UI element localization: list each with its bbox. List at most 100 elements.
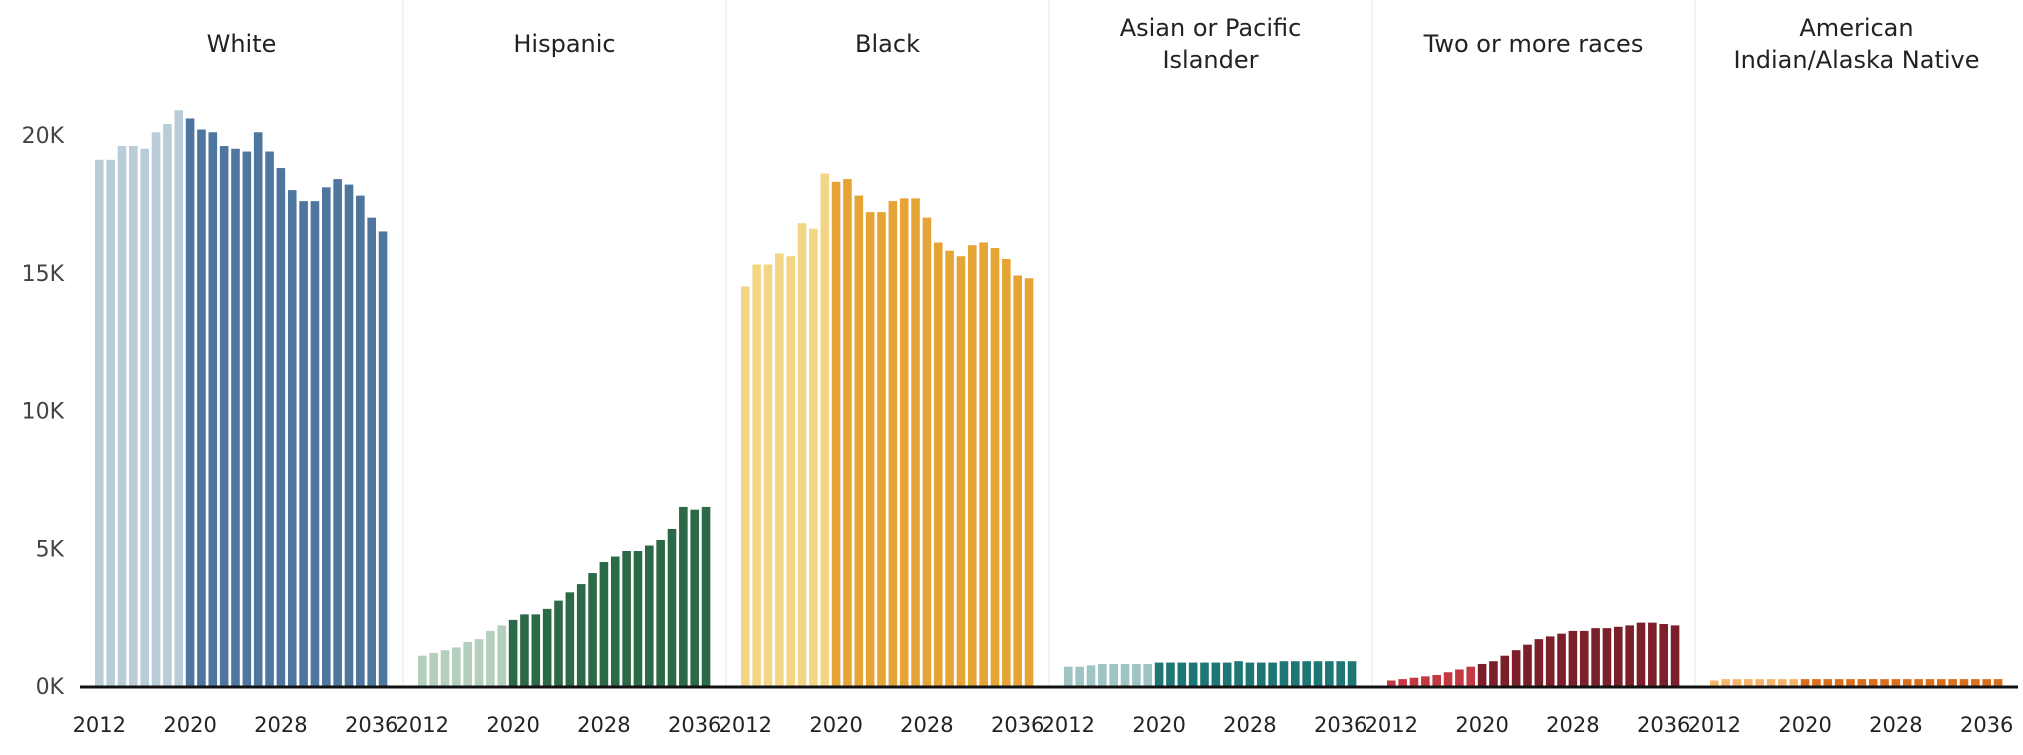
bar <box>1325 661 1334 687</box>
bar <box>1075 666 1084 687</box>
bar <box>843 179 852 686</box>
bar <box>1500 655 1510 687</box>
bar <box>1466 666 1476 687</box>
bar <box>645 545 654 686</box>
bar <box>1614 626 1623 686</box>
bar <box>1778 679 1787 686</box>
bar <box>367 217 376 686</box>
bar <box>667 528 677 686</box>
bar <box>554 600 563 687</box>
bar <box>1120 663 1130 686</box>
x-tick-label: 2020 <box>1778 713 1831 737</box>
bar <box>1648 622 1657 686</box>
bar <box>1982 679 1991 686</box>
bar <box>1443 672 1453 687</box>
bar <box>1937 679 1946 686</box>
bar <box>1511 650 1521 686</box>
bar <box>1098 663 1107 686</box>
x-tick-label: 2020 <box>809 713 862 737</box>
bar <box>968 245 977 686</box>
bar <box>1279 661 1289 687</box>
bar <box>151 132 161 686</box>
y-tick-label: 10K <box>22 400 65 425</box>
x-tick-label: 2012 <box>1365 713 1418 737</box>
bar <box>1086 665 1096 686</box>
y-tick-label: 20K <box>22 124 65 149</box>
bar <box>911 198 920 687</box>
bar <box>775 253 784 686</box>
x-tick-label: 2028 <box>254 713 307 737</box>
bar <box>1625 625 1634 686</box>
bar <box>1455 669 1464 686</box>
bar <box>1154 662 1164 686</box>
y-tick-label: 0K <box>36 675 65 700</box>
bar <box>1857 679 1867 686</box>
bar <box>831 181 841 686</box>
bar <box>1710 680 1719 686</box>
bar <box>1387 680 1396 686</box>
bar <box>1211 662 1221 686</box>
bar <box>1002 258 1011 686</box>
bar <box>1914 679 1923 686</box>
bar <box>1959 679 1969 686</box>
bar <box>95 159 104 687</box>
panel-title: Two or more races <box>1423 30 1644 58</box>
bar <box>1568 630 1578 686</box>
x-tick-label: 2012 <box>1042 713 1095 737</box>
bar <box>610 556 620 686</box>
bar <box>287 190 297 686</box>
bar <box>1523 644 1532 686</box>
panel-title: American <box>1799 14 1913 42</box>
bar <box>474 639 484 686</box>
x-tick-label: 2012 <box>73 713 126 737</box>
bar <box>933 242 943 686</box>
bar <box>299 201 308 686</box>
bar <box>1409 677 1419 687</box>
bar <box>588 573 597 686</box>
x-tick-label: 2036 <box>1314 713 1367 737</box>
bar <box>1347 661 1357 687</box>
bar <box>486 630 495 686</box>
y-tick-label: 5K <box>36 537 65 562</box>
bar <box>1755 679 1764 686</box>
bar <box>1971 679 1980 686</box>
bar <box>1721 679 1730 686</box>
bar <box>106 159 115 687</box>
bar <box>1636 622 1646 686</box>
bar <box>1591 628 1600 686</box>
x-tick-label: 2036 <box>1637 713 1690 737</box>
bar <box>310 201 320 686</box>
bar <box>117 146 127 686</box>
bar <box>1846 679 1855 686</box>
bar <box>1313 661 1323 687</box>
x-tick-label: 2020 <box>486 713 539 737</box>
bar <box>820 173 830 686</box>
bar <box>1245 662 1255 686</box>
bar <box>1109 663 1118 686</box>
bar <box>1800 679 1810 686</box>
bar <box>231 148 240 686</box>
x-tick-label: 2012 <box>719 713 772 737</box>
bar <box>440 650 450 686</box>
bar <box>1789 679 1799 686</box>
x-tick-label: 2028 <box>1546 713 1599 737</box>
bar <box>1143 663 1153 686</box>
bar <box>1291 661 1300 687</box>
bar <box>865 212 875 686</box>
bar <box>265 151 274 686</box>
bar <box>888 201 898 686</box>
bar <box>1064 666 1073 687</box>
bar <box>854 195 864 687</box>
bar <box>322 187 331 686</box>
x-tick-label: 2036 <box>991 713 1044 737</box>
bar <box>1670 625 1680 686</box>
bar <box>1744 679 1753 686</box>
bar <box>679 506 688 686</box>
x-tick-label: 2020 <box>1455 713 1508 737</box>
bar <box>899 198 909 687</box>
bar <box>197 129 206 687</box>
bar <box>752 264 761 686</box>
bar <box>786 256 795 686</box>
bar <box>1024 278 1034 686</box>
